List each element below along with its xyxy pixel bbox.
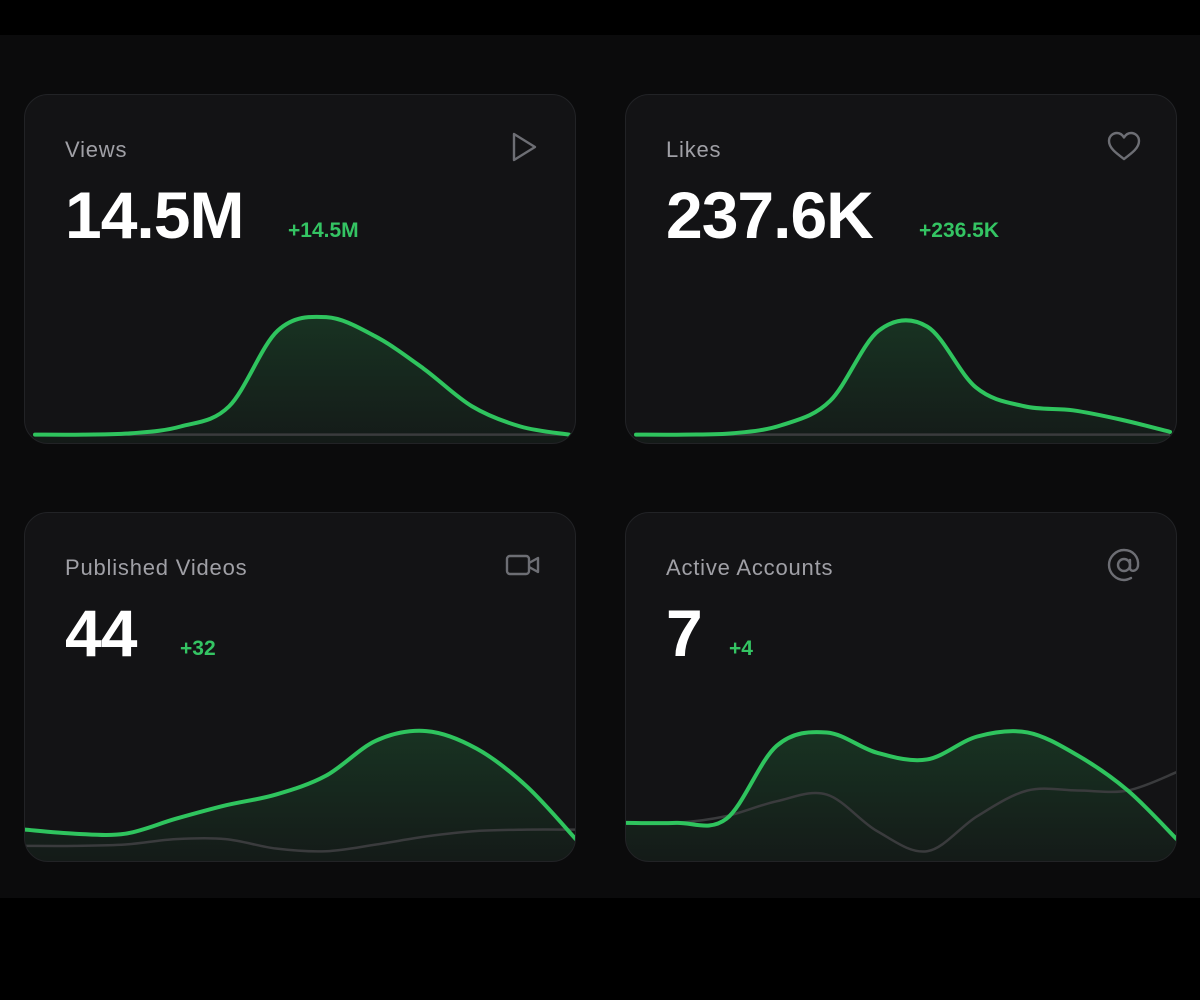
sparkline-main-line bbox=[25, 728, 575, 842]
views-sparkline bbox=[33, 314, 571, 443]
likes-sparkline bbox=[634, 318, 1172, 443]
sparkline-main-line bbox=[634, 318, 1172, 437]
sparkline-secondary-line bbox=[626, 771, 1176, 853]
heart-icon bbox=[1107, 131, 1141, 161]
dashboard-panel: Views 14.5M +14.5M Likes 237.6K +236.5K … bbox=[0, 35, 1200, 898]
sparkline-main-line bbox=[626, 729, 1176, 842]
card-label: Active Accounts bbox=[666, 555, 834, 580]
views-card[interactable]: Views 14.5M +14.5M bbox=[24, 94, 576, 444]
card-label: Likes bbox=[666, 137, 722, 162]
published-videos-sparkline bbox=[25, 728, 575, 861]
active-accounts-card[interactable]: Active Accounts 7 +4 bbox=[625, 512, 1177, 862]
likes-card[interactable]: Likes 237.6K +236.5K bbox=[625, 94, 1177, 444]
play-icon bbox=[512, 132, 537, 162]
at-sign-icon bbox=[1107, 548, 1140, 582]
card-delta: +236.5K bbox=[919, 219, 999, 242]
video-camera-icon bbox=[505, 554, 540, 576]
sparkline-area bbox=[636, 320, 1170, 443]
card-delta: +14.5M bbox=[288, 219, 359, 242]
card-delta: +32 bbox=[180, 637, 216, 660]
sparkline-secondary-line bbox=[25, 828, 575, 853]
card-value: 14.5M bbox=[65, 178, 244, 252]
sparkline-main-line bbox=[33, 314, 571, 437]
active-accounts-sparkline bbox=[626, 729, 1176, 861]
sparkline-area bbox=[35, 316, 569, 443]
sparkline-area bbox=[25, 730, 575, 861]
card-value: 44 bbox=[65, 596, 137, 670]
card-label: Published Videos bbox=[65, 555, 248, 580]
card-value: 237.6K bbox=[666, 178, 874, 252]
card-label: Views bbox=[65, 137, 128, 162]
sparkline-area bbox=[626, 731, 1176, 861]
published-videos-card[interactable]: Published Videos 44 +32 bbox=[24, 512, 576, 862]
card-delta: +4 bbox=[729, 637, 753, 660]
card-value: 7 bbox=[666, 596, 703, 670]
